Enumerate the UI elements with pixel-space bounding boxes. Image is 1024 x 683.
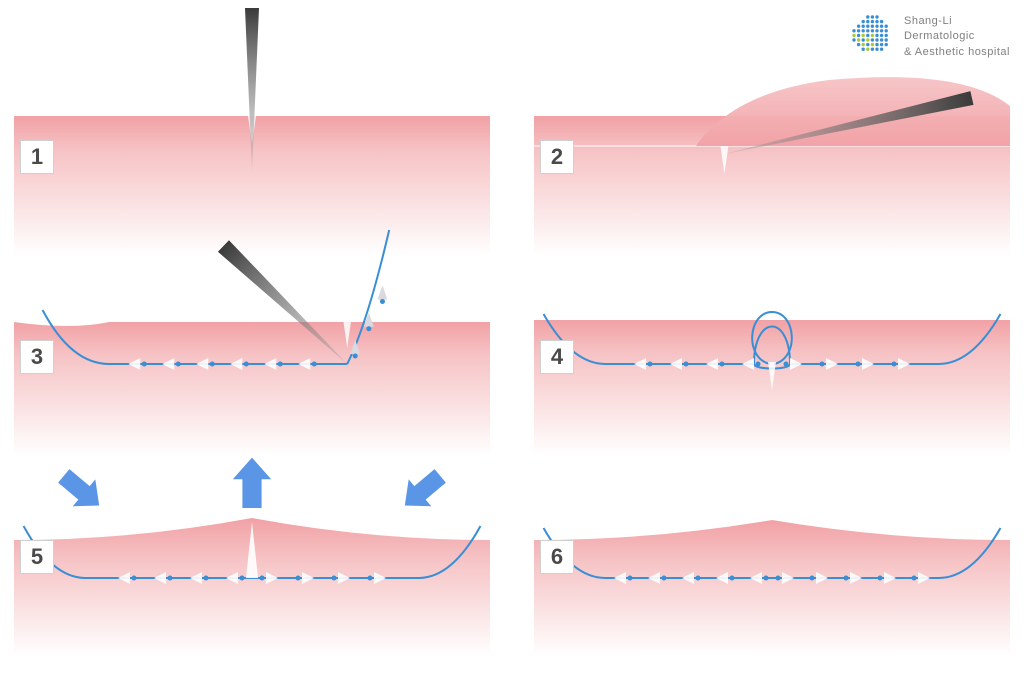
step-panel-3: 3: [14, 316, 490, 456]
step-panel-4: 4: [534, 316, 1010, 456]
step-panel-5: 5: [14, 516, 490, 656]
step-number: 5: [31, 544, 43, 570]
step-number-box: 1: [20, 140, 54, 174]
step-number-box: 6: [540, 540, 574, 574]
step-number: 4: [551, 344, 563, 370]
step-number: 1: [31, 144, 43, 170]
brand-text: Shang-Li Dermatologic & Aesthetic hospit…: [904, 14, 1010, 60]
brand-line-1: Shang-Li: [904, 14, 1010, 29]
step-number-box: 3: [20, 340, 54, 374]
step-panel-6: 6: [534, 516, 1010, 656]
step-number-box: 4: [540, 340, 574, 374]
step-number-box: 2: [540, 140, 574, 174]
brand-line-2: Dermatologic: [904, 29, 1010, 44]
step-number-box: 5: [20, 540, 54, 574]
step-number: 3: [31, 344, 43, 370]
step-number: 2: [551, 144, 563, 170]
logo-dots-icon: [852, 15, 896, 59]
brand-logo: Shang-Li Dermatologic & Aesthetic hospit…: [852, 14, 1010, 60]
step-panel-2: 2: [534, 116, 1010, 256]
step-number: 6: [551, 544, 563, 570]
